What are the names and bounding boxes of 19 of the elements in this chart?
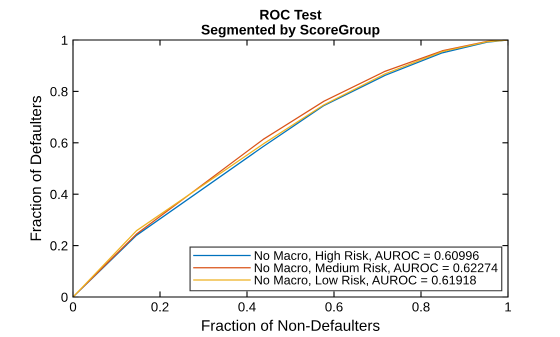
line-series <box>73 40 508 297</box>
x-axis-title: Fraction of Non-Defaulters <box>202 320 380 331</box>
x-tick-label: 0 <box>70 302 76 312</box>
x-tick-label: 0.2 <box>151 302 169 312</box>
y-tick-label: 0.2 <box>50 241 68 251</box>
legend-label: No Macro, High Risk, AUROC = 0.60996 <box>254 250 479 262</box>
y-tick-label: 0.8 <box>50 86 68 96</box>
x-tick-label: 0.6 <box>325 302 343 312</box>
chart-title: ROC Test Segmented by ScoreGroup <box>201 10 380 38</box>
x-tick-label: 1 <box>505 302 512 312</box>
legend-label: No Macro, Medium Risk, AUROC = 0.62274 <box>254 263 498 274</box>
y-axis-title: Fraction of Defaulters <box>30 96 42 240</box>
legend-label: No Macro, Low Risk, AUROC = 0.61918 <box>254 275 476 286</box>
x-tick-label: 0.4 <box>238 302 256 312</box>
y-tick-label: 0 <box>61 292 68 302</box>
y-tick-label: 1 <box>62 36 68 45</box>
x-tick-label: 0.8 <box>412 302 430 312</box>
y-tick-label: 0.4 <box>50 190 68 200</box>
y-tick-label: 0.6 <box>50 138 68 148</box>
